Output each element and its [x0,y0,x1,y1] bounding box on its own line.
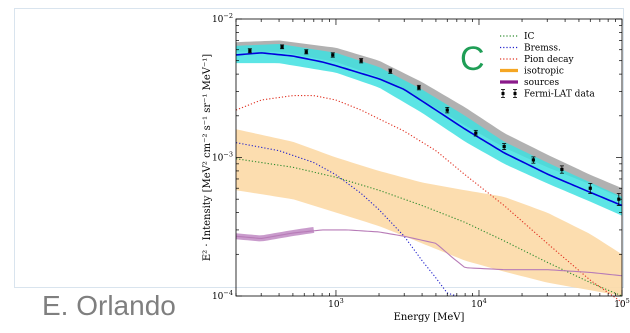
data-point-marker [389,70,392,73]
data-point [359,59,363,63]
data-point-marker [589,187,592,190]
legend-label: Bremss. [524,44,561,54]
y-tick-label: 10−3 [212,151,233,164]
data-point [331,53,335,57]
legend-label: isotropic [524,67,564,77]
y-tick-label: 10−4 [212,289,233,302]
legend-item: Fermi-LAT data [501,90,595,100]
data-point [248,49,252,53]
data-point-marker [560,168,563,171]
data-point [388,69,392,73]
data-point [280,45,284,49]
x-tick-label: 103 [328,297,344,310]
data-point-marker [280,45,283,48]
legend-item: IC [500,32,535,42]
x-tick-label: 104 [471,297,487,310]
data-point-marker [305,50,308,53]
legend-label: sources [524,78,560,88]
data-point [304,50,308,54]
data-point-marker [360,59,363,62]
data-point-marker [503,145,506,148]
legend-marker [502,92,505,95]
data-point-marker [331,53,334,56]
legend-item: isotropic [500,67,564,77]
legend-label: IC [524,32,535,42]
y-tick-label: 10−2 [212,12,233,25]
legend-label: Fermi-LAT data [524,90,595,100]
data-point-marker [532,158,535,161]
legend-label: Pion decay [524,55,575,65]
legend-item: sources [500,78,560,88]
legend-item: Bremss. [500,44,561,54]
legend-item: Pion decay [500,55,575,65]
data-point-marker [417,86,420,89]
data-point-marker [446,108,449,111]
y-axis-label: E² · Intensity [MeV² cm⁻² s⁻¹ sr⁻¹ MeV⁻¹… [202,54,213,261]
data-point-marker [248,49,251,52]
x-axis-label: Energy [MeV] [394,312,465,323]
legend-marker [514,92,517,95]
data-point-marker [474,132,477,135]
